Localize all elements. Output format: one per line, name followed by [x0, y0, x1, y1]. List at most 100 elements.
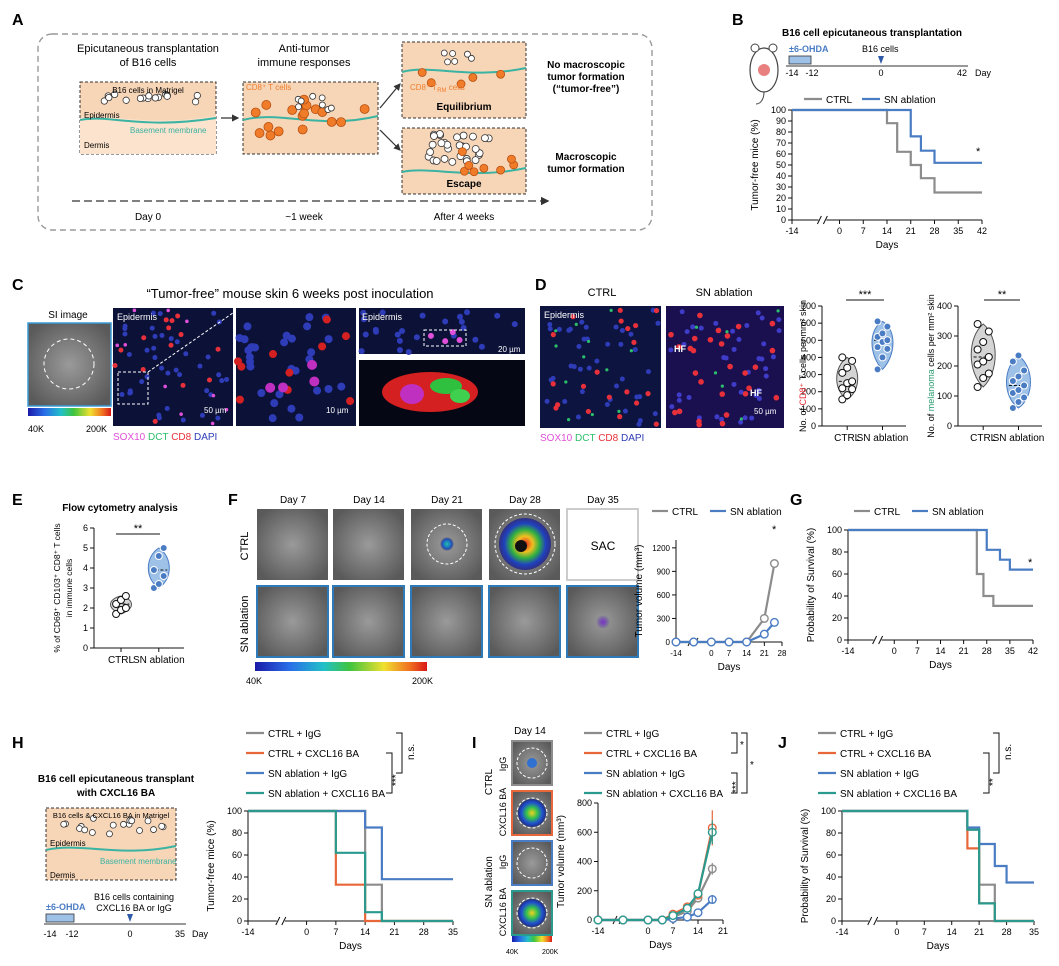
x-tick-label: 0	[894, 927, 899, 937]
cell-dot	[458, 147, 467, 157]
y-tick-label: 70	[776, 138, 786, 148]
cell-dot	[282, 331, 291, 340]
cell-dot	[128, 817, 136, 825]
data-point	[1020, 381, 1029, 390]
cell-dot	[285, 368, 294, 377]
f-ctrl-image	[257, 509, 328, 580]
cell-dot	[714, 414, 720, 420]
data-point	[618, 915, 628, 925]
h-ohda-bar	[45, 913, 75, 923]
cell-dot	[299, 108, 309, 119]
cell-dot	[263, 122, 274, 132]
cell-dot	[614, 383, 620, 389]
cell-dot	[250, 107, 261, 118]
cell-dot	[211, 310, 217, 316]
cell-dot	[303, 322, 312, 331]
cell-dot	[679, 309, 685, 315]
cell-dot	[622, 408, 628, 414]
cell-dot	[590, 412, 594, 417]
cell-dot	[123, 342, 128, 347]
legend-label: SN ablation + CXCL16 BA	[606, 789, 723, 800]
h-b16-cells	[60, 814, 167, 838]
cell-dot	[163, 384, 167, 389]
f-roi	[494, 513, 556, 575]
x-tick-label: 21	[718, 926, 728, 936]
cell-dot	[672, 409, 678, 416]
cell-dot	[151, 345, 157, 351]
y-tick-label: 100	[227, 806, 242, 816]
h-skin-schematic	[45, 807, 177, 881]
y-tick-label: 0	[837, 635, 842, 645]
cell-dot	[140, 366, 146, 372]
cell-dot	[582, 355, 586, 359]
data-point	[769, 617, 779, 627]
y-axis-label: Probability of Survival (%)	[806, 528, 817, 642]
y-tick-label: 40	[826, 872, 836, 882]
y-tick-label: 0	[831, 916, 836, 926]
cell-dot	[696, 421, 702, 428]
significance-star: *	[1028, 557, 1033, 569]
axis-break	[878, 635, 884, 645]
a-arrow-down	[379, 129, 401, 151]
sig-label: *	[750, 760, 754, 771]
cell-dot	[676, 408, 683, 415]
cell-dot	[127, 388, 133, 394]
cell-dot	[719, 416, 725, 422]
cell-dot	[481, 134, 489, 142]
cell-dot	[156, 412, 162, 418]
y-axis-label: No. of melanoma cells per mm² skin	[926, 294, 936, 438]
legend-label: CTRL + CXCL16 BA	[606, 749, 697, 760]
cell-dot	[151, 94, 160, 102]
cell-dot	[731, 381, 737, 387]
x-tick-label: 28	[419, 927, 429, 937]
panel-label-c: C	[12, 277, 24, 294]
x-axis-label: Days	[649, 940, 672, 951]
data-point	[883, 344, 892, 353]
data-point	[873, 365, 882, 374]
cell-dot	[163, 92, 171, 100]
cell-dot	[769, 320, 776, 327]
data-point	[593, 915, 603, 925]
cell-dot	[81, 826, 89, 834]
y-tick-label: 40	[232, 872, 242, 882]
data-point	[979, 357, 988, 366]
b-title: B16 cell epicutaneous transplantation	[782, 28, 962, 39]
data-point	[843, 391, 852, 400]
a-equilibrium-label: Equilibrium	[437, 102, 492, 113]
data-point	[724, 637, 734, 647]
cell-dot	[460, 166, 469, 176]
h-tl-day: Day	[192, 929, 209, 939]
data-point	[1014, 351, 1023, 360]
data-point	[873, 317, 882, 326]
axis-break-mask	[276, 917, 285, 925]
x-tick-label: 0	[304, 927, 309, 937]
cell-dot	[736, 337, 742, 343]
cell-dot	[159, 365, 165, 371]
cell-dot	[122, 323, 128, 329]
cell-dot	[273, 126, 284, 137]
data-point	[1020, 366, 1029, 375]
cell-dot	[442, 318, 449, 325]
a-escape-label: Escape	[446, 179, 481, 190]
data-point	[643, 915, 653, 925]
cell-dot	[464, 309, 471, 316]
cell-dot	[574, 322, 578, 326]
cell-dot	[547, 321, 553, 327]
cell-dot	[776, 309, 780, 313]
cell-dot	[305, 313, 314, 322]
cell-dot	[106, 830, 113, 838]
i-roi	[516, 797, 548, 829]
cell-dot	[180, 382, 186, 388]
cell-dot	[619, 376, 625, 382]
i-signal	[527, 758, 537, 768]
cell-dot	[174, 339, 180, 345]
cell-dot	[625, 325, 631, 332]
x-tick-label: 21	[389, 927, 399, 937]
legend-label: CTRL + IgG	[268, 729, 321, 740]
y-tick-label: 20	[832, 613, 842, 623]
i-ba-1: CXCL16 BA	[498, 788, 508, 837]
i-cbar-min: 40K	[506, 949, 519, 956]
cell-dot	[180, 417, 186, 423]
cell-dot	[111, 90, 119, 99]
